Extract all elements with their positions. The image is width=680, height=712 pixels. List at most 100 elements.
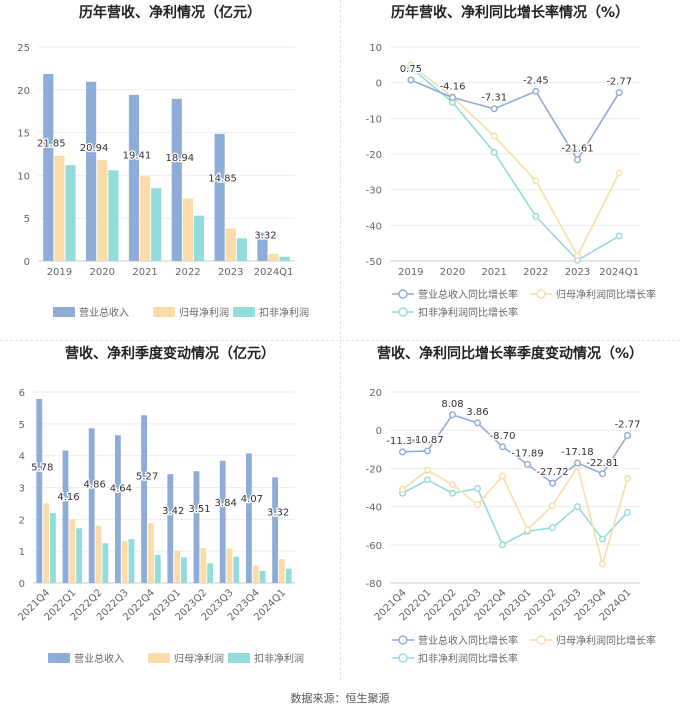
bar-deducted_profit (279, 256, 290, 261)
bar-deducted_profit (128, 539, 135, 583)
bar-net_profit (174, 550, 181, 583)
annual-values-chart: 历年营收、净利情况（亿元） 0 5 10 15 20 25 2019 2020 2021 2022 2… (17, 4, 309, 319)
bar-net_profit (226, 548, 233, 583)
x-tick-label: 2022 (523, 267, 548, 278)
data-label: 4.07 (241, 494, 263, 505)
legend-label: 扣非净利润 (254, 652, 304, 665)
bar-revenue (128, 94, 140, 261)
bar-deducted_profit (108, 170, 119, 261)
bar-revenue (62, 450, 69, 583)
y-tick-label: -20 (366, 464, 382, 475)
chart-title: 营收、净利同比增长率季度变动情况（%） (377, 345, 643, 362)
series-point-revenue (424, 447, 432, 455)
legend-label: 归母净利润 (179, 306, 229, 319)
series-line-net_profit (402, 464, 629, 567)
bar-net_profit (69, 519, 76, 583)
series-point-net_profit (490, 132, 498, 140)
data-label: -22.81 (586, 458, 618, 469)
legend-swatch (148, 653, 170, 663)
y-tick-label: -20 (366, 150, 382, 161)
x-tick-label: 2021 (481, 267, 506, 278)
series-point-revenue (524, 460, 532, 468)
legend-marker (536, 289, 546, 299)
bar-revenue (272, 477, 278, 583)
series-line-deducted_profit (410, 67, 620, 262)
data-label: 3.32 (254, 231, 276, 242)
y-tick-label: 5 (24, 214, 30, 225)
y-tick-label: 20 (17, 86, 30, 97)
bar-deducted_profit (76, 528, 83, 583)
legend-swatch (233, 307, 255, 317)
chart-title: 营收、净利季度变动情况（亿元） (65, 345, 275, 362)
data-source-label: 数据来源：恒生聚源 (290, 692, 390, 705)
series-point-revenue (624, 431, 632, 439)
y-tick-label: -40 (366, 503, 382, 514)
data-label: 0.75 (400, 64, 422, 75)
legend-label: 归母净利润同比增长率 (556, 288, 656, 301)
x-tick-label: 2024Q1 (254, 267, 294, 278)
data-label: 4.86 (84, 479, 106, 490)
x-tick-label: 2020 (440, 267, 465, 278)
bar-net_profit (54, 155, 65, 261)
series-point-revenue (574, 459, 582, 467)
data-label: 20.94 (80, 143, 109, 154)
legend-swatch (153, 307, 175, 317)
data-label: 3.86 (466, 407, 488, 418)
y-tick-label: 25 (17, 43, 30, 54)
bar-deducted_profit (65, 165, 76, 261)
data-label: -10.87 (411, 435, 443, 446)
y-tick-label: 0 (24, 257, 30, 268)
legend-swatch (228, 653, 250, 663)
series-point-revenue (615, 89, 623, 97)
series-point-net_profit (624, 475, 632, 483)
x-tick-label: 2023 (218, 267, 243, 278)
data-label: -21.61 (561, 144, 593, 155)
y-tick-label: -10 (366, 114, 382, 125)
bar-net_profit (200, 547, 207, 583)
bar-deducted_profit (102, 543, 109, 583)
y-tick-label: 20 (369, 388, 382, 399)
data-label: 5.78 (31, 462, 53, 473)
data-label: 19.41 (123, 151, 152, 162)
chart-title: 历年营收、净利同比增长率情况（%） (391, 4, 629, 21)
panel-divider-horizontal (0, 340, 680, 341)
series-point-net_profit (424, 466, 432, 474)
series-point-net_profit (474, 501, 482, 509)
x-tick-label: 2023 (565, 267, 590, 278)
bar-deducted_profit (207, 563, 214, 583)
series-point-net_profit (615, 169, 623, 177)
bar-net_profit (147, 523, 154, 583)
y-tick-label: -80 (366, 579, 382, 590)
series-point-deducted_profit (549, 524, 557, 532)
series-point-deducted_profit (474, 484, 482, 492)
y-tick-label: 0 (376, 426, 382, 437)
data-label: -2.45 (523, 75, 549, 86)
series-point-deducted_profit (615, 232, 623, 240)
data-label: 8.08 (441, 399, 463, 410)
bar-deducted_profit (259, 570, 266, 583)
bar-revenue (43, 73, 54, 262)
quarterly-growth-chart: 营收、净利同比增长率季度变动情况（%）200-20-40-60-802021Q4… (366, 345, 656, 665)
data-label: 3.84 (215, 498, 237, 509)
data-label: 4.16 (57, 492, 79, 503)
bar-net_profit (121, 540, 128, 583)
bar-revenue (36, 399, 43, 583)
data-label: 14.85 (208, 173, 237, 184)
bar-net_profit (95, 525, 102, 583)
data-label: -8.70 (490, 431, 516, 442)
y-tick-label: -50 (366, 257, 382, 268)
x-tick-label: 2019 (47, 267, 72, 278)
series-point-deducted_profit (424, 476, 432, 484)
series-point-revenue (499, 443, 507, 451)
series-point-revenue (407, 76, 415, 84)
x-tick-label: 2020 (90, 267, 115, 278)
bar-revenue (114, 435, 121, 583)
series-point-deducted_profit (532, 212, 540, 220)
series-point-revenue (532, 87, 540, 95)
data-label: 18.94 (165, 153, 194, 164)
y-tick-label: 10 (369, 43, 382, 54)
series-point-revenue (474, 419, 482, 427)
y-tick-label: 1 (19, 547, 25, 558)
data-label: -7.31 (481, 93, 507, 104)
series-line-deducted_profit (402, 478, 629, 546)
